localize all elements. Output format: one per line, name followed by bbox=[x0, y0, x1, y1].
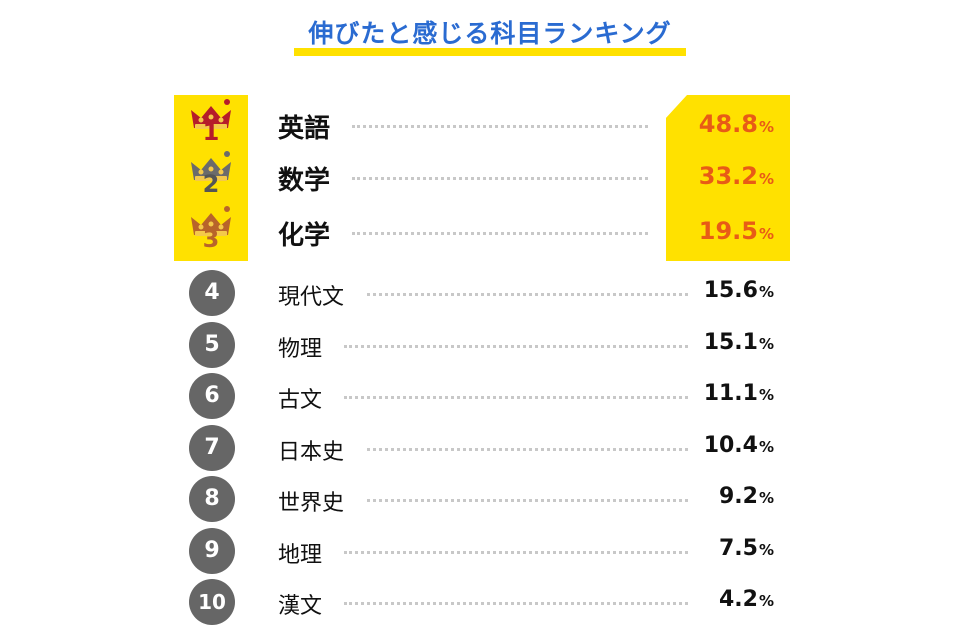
rank-number: 1 bbox=[202, 118, 220, 146]
value-label: 15.1% bbox=[704, 330, 774, 355]
leader-dots bbox=[344, 551, 688, 554]
value-number: 15.1 bbox=[703, 330, 758, 355]
rank-badge-6: 6 bbox=[189, 373, 235, 419]
rank-badge-10: 10 bbox=[189, 579, 235, 625]
value-label: 48.8% bbox=[699, 110, 774, 138]
value-unit: % bbox=[758, 170, 774, 188]
rank-badge-5: 5 bbox=[189, 322, 235, 368]
top3-value-highlight bbox=[665, 95, 790, 261]
rank-badge-9: 9 bbox=[189, 528, 235, 574]
leader-dots bbox=[352, 125, 648, 128]
rank-badge-8: 8 bbox=[189, 476, 235, 522]
chart-title: 伸びたと感じる科目ランキング bbox=[294, 14, 686, 56]
value-unit: % bbox=[758, 386, 774, 404]
subject-name: 古文 bbox=[278, 388, 323, 413]
subject-name: 英語 bbox=[278, 114, 331, 144]
value-label: 15.6% bbox=[704, 278, 774, 303]
value-label: 19.5% bbox=[699, 217, 774, 245]
chart-title-text: 伸びたと感じる科目ランキング bbox=[308, 19, 672, 48]
value-unit: % bbox=[758, 541, 774, 559]
rank-badge-7: 7 bbox=[189, 425, 235, 471]
value-label: 7.5% bbox=[719, 536, 774, 561]
leader-dots bbox=[367, 499, 688, 502]
value-label: 9.2% bbox=[719, 484, 774, 509]
crown-icon-rank-1: 1 bbox=[186, 98, 236, 148]
value-label: 4.2% bbox=[719, 587, 774, 612]
leader-dots bbox=[352, 232, 648, 235]
crown-icon-rank-3: 3 bbox=[186, 205, 236, 255]
rank-number: 2 bbox=[202, 170, 220, 198]
value-unit: % bbox=[758, 592, 774, 610]
value-number: 10.4 bbox=[703, 433, 758, 458]
leader-dots bbox=[367, 448, 688, 451]
rank-badge-4: 4 bbox=[189, 270, 235, 316]
value-label: 33.2% bbox=[699, 162, 774, 190]
leader-dots bbox=[352, 177, 648, 180]
value-label: 10.4% bbox=[704, 433, 774, 458]
value-unit: % bbox=[758, 118, 774, 136]
value-number: 48.8 bbox=[698, 110, 758, 138]
subject-name: 地理 bbox=[278, 543, 323, 568]
value-unit: % bbox=[758, 335, 774, 353]
value-number: 15.6 bbox=[703, 278, 758, 303]
subject-name: 化学 bbox=[278, 221, 331, 251]
rank-number: 3 bbox=[202, 225, 220, 253]
value-number: 9.2 bbox=[718, 484, 758, 509]
subject-name: 数学 bbox=[278, 166, 331, 196]
value-number: 4.2 bbox=[718, 587, 758, 612]
leader-dots bbox=[344, 345, 688, 348]
subject-name: 世界史 bbox=[278, 491, 345, 516]
leader-dots bbox=[344, 396, 688, 399]
value-number: 7.5 bbox=[718, 536, 758, 561]
value-unit: % bbox=[758, 283, 774, 301]
subject-name: 日本史 bbox=[278, 440, 345, 465]
value-unit: % bbox=[758, 225, 774, 243]
crown-icon-rank-2: 2 bbox=[186, 150, 236, 200]
value-unit: % bbox=[758, 438, 774, 456]
subject-name: 現代文 bbox=[278, 285, 345, 310]
value-number: 19.5 bbox=[698, 217, 758, 245]
value-number: 11.1 bbox=[703, 381, 758, 406]
subject-name: 物理 bbox=[278, 337, 323, 362]
title-area: 伸びたと感じる科目ランキング bbox=[0, 14, 980, 56]
leader-dots bbox=[344, 602, 688, 605]
title-underline bbox=[294, 48, 686, 56]
value-unit: % bbox=[758, 489, 774, 507]
value-label: 11.1% bbox=[704, 381, 774, 406]
subject-name: 漢文 bbox=[278, 594, 323, 619]
leader-dots bbox=[367, 293, 688, 296]
value-number: 33.2 bbox=[698, 162, 758, 190]
